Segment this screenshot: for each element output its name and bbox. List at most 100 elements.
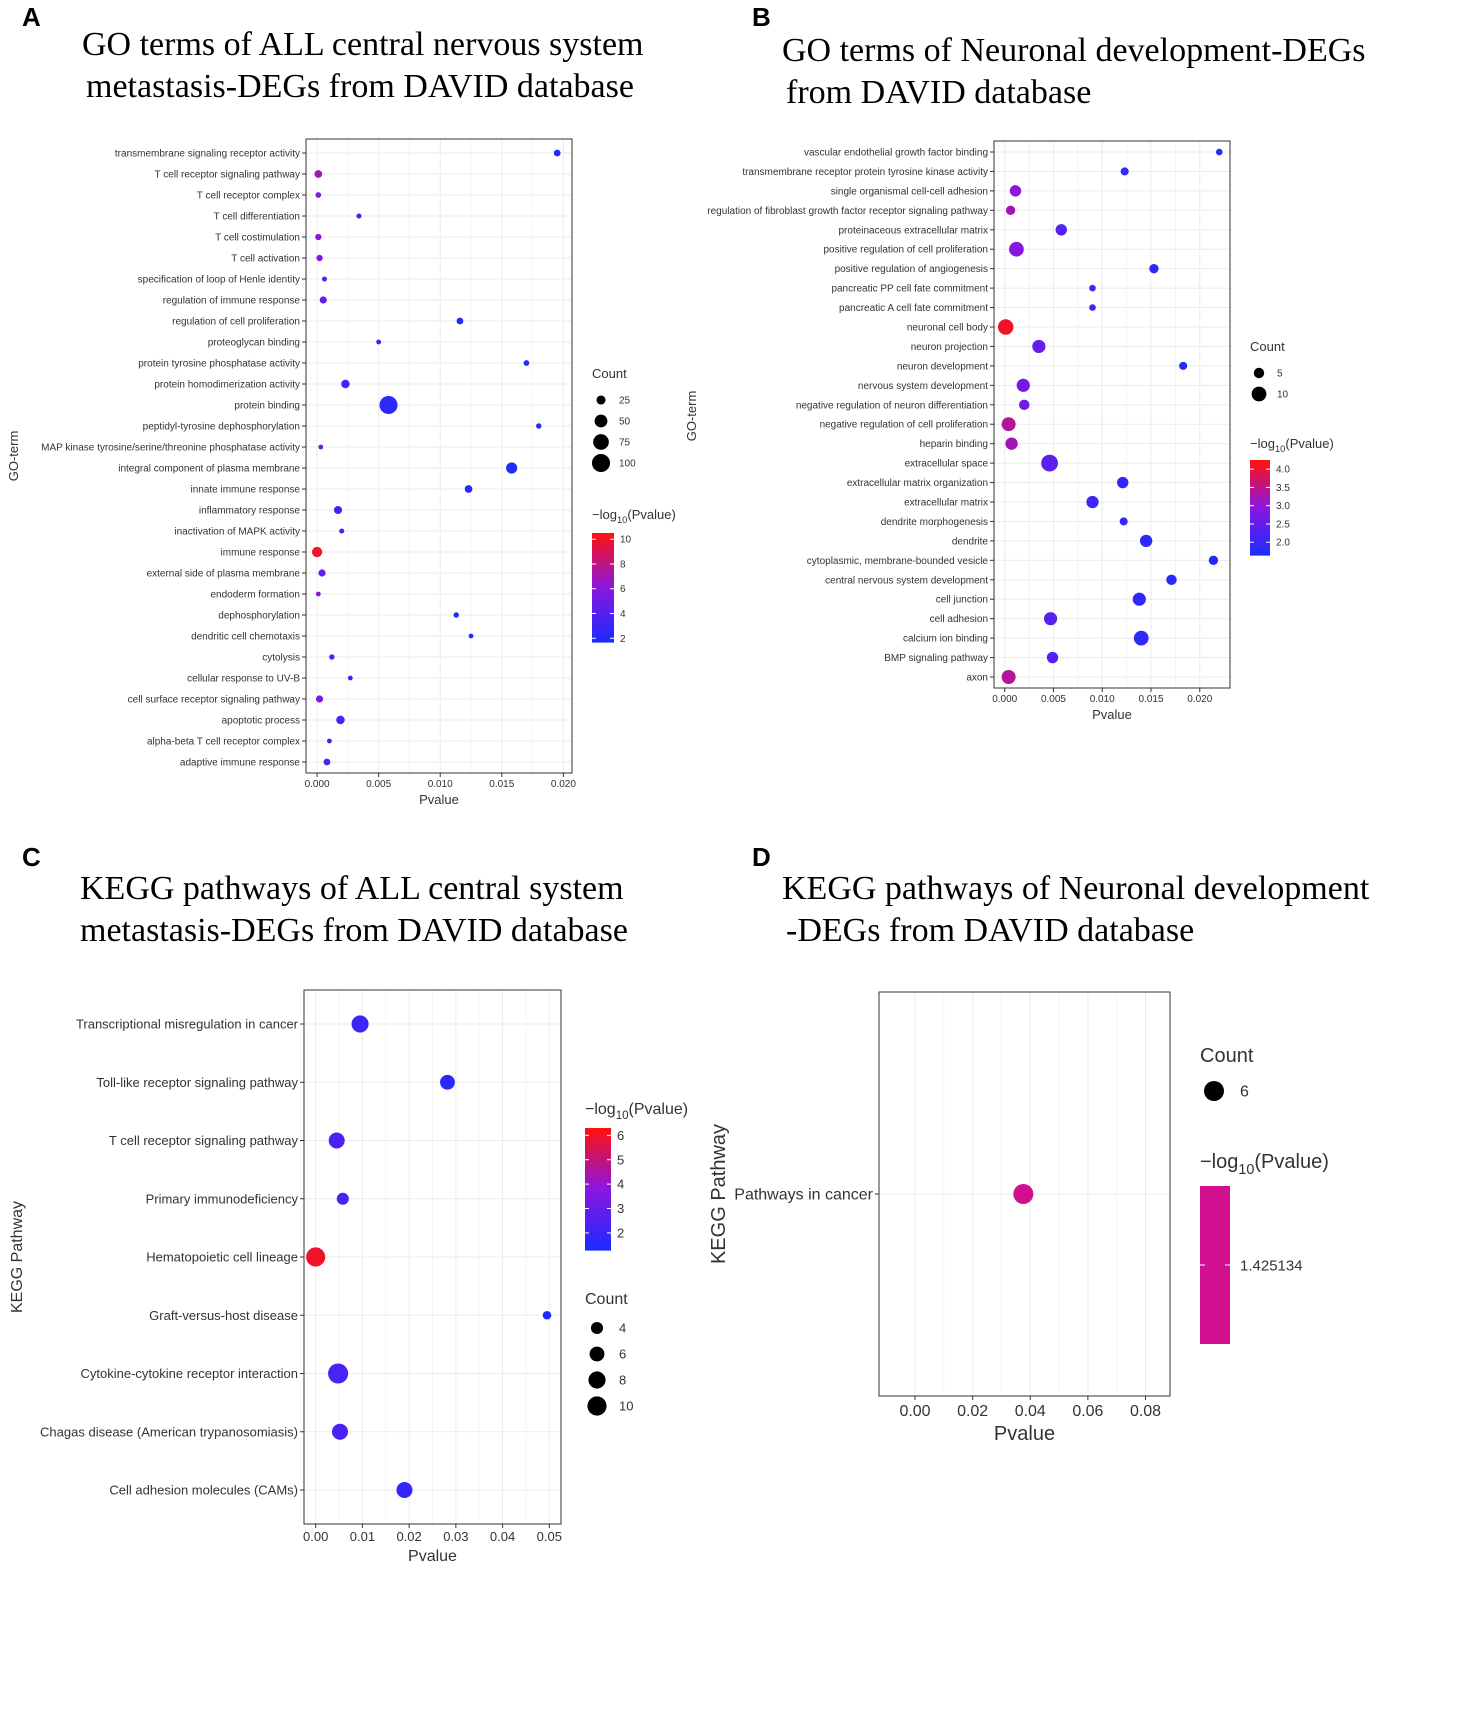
- data-point: [1132, 592, 1146, 606]
- y-axis-title: GO-term: [6, 431, 21, 482]
- count-legend-dot: [594, 414, 608, 428]
- color-legend-label: 3.5: [1276, 483, 1290, 494]
- data-point: [1001, 670, 1016, 684]
- color-legend-bar-step: [1250, 500, 1270, 504]
- y-tick-label: T cell activation: [231, 254, 300, 265]
- y-tick-label: single organismal cell-cell adhesion: [831, 186, 988, 197]
- data-point: [356, 213, 362, 219]
- data-point: [1016, 378, 1030, 392]
- y-tick-label: inactivation of MAPK activity: [174, 527, 300, 538]
- y-tick-label: cell junction: [936, 595, 988, 606]
- color-legend-bar-step: [1250, 526, 1270, 530]
- y-tick-label: Cell adhesion molecules (CAMs): [109, 1483, 298, 1498]
- y-tick-label: dephosphorylation: [218, 611, 300, 622]
- count-legend-dot: [587, 1396, 607, 1416]
- data-point: [328, 1363, 349, 1384]
- data-point: [440, 1074, 455, 1090]
- data-point: [315, 233, 322, 241]
- y-tick-label: apoptotic process: [222, 716, 300, 727]
- color-legend-label: 2: [617, 1225, 624, 1240]
- y-tick-label: innate immune response: [190, 485, 300, 496]
- data-point: [1120, 167, 1129, 176]
- color-legend-title: −log10(Pvalue): [1250, 436, 1334, 454]
- color-legend-bar-step: [585, 1161, 611, 1166]
- y-tick-label: endoderm formation: [211, 590, 301, 601]
- y-tick-label: calcium ion binding: [903, 634, 988, 645]
- color-legend-bar-step: [585, 1210, 611, 1214]
- data-point: [464, 485, 473, 493]
- y-tick-label: positive regulation of angiogenesis: [835, 264, 988, 275]
- count-legend-label: 100: [619, 459, 636, 470]
- color-legend-bar-step: [585, 1201, 611, 1205]
- color-legend-bar-step: [592, 562, 614, 567]
- y-tick-label: protein homodimerization activity: [154, 380, 300, 391]
- data-point: [396, 1481, 413, 1499]
- color-legend-bar-step: [592, 614, 614, 619]
- color-legend-label: 4: [620, 609, 626, 620]
- color-legend-bar-step: [592, 606, 614, 610]
- color-legend-bar-step: [585, 1170, 611, 1175]
- count-legend-label: 50: [619, 417, 631, 428]
- color-legend-bar-step: [592, 609, 614, 613]
- color-legend-bar-step: [585, 1179, 611, 1184]
- color-legend-bar-step: [1250, 493, 1270, 497]
- color-legend-bar-step: [1250, 507, 1270, 511]
- data-point: [523, 360, 530, 366]
- x-tick-label: 0.015: [1138, 694, 1163, 705]
- color-legend-bar-step: [585, 1231, 611, 1236]
- color-legend-bar-step: [1250, 550, 1270, 554]
- y-tick-label: MAP kinase tyrosine/serine/threonine pho…: [41, 443, 300, 454]
- panel-d-label: D: [752, 842, 771, 872]
- color-legend-bar-step: [592, 538, 614, 542]
- color-legend-bar-step: [585, 1234, 611, 1239]
- color-legend-bar-step: [1250, 474, 1270, 478]
- color-legend-bar-step: [592, 543, 614, 548]
- y-tick-label: Transcriptional misregulation in cancer: [76, 1017, 299, 1032]
- color-legend-bar-step: [585, 1198, 611, 1202]
- color-legend-bar-step: [592, 592, 614, 597]
- color-legend-bar-step: [592, 633, 614, 638]
- panel-a-title-line2: metastasis-DEGs from DAVID database: [86, 68, 634, 105]
- data-point: [1013, 1184, 1034, 1204]
- count-legend-label: 10: [619, 1399, 633, 1414]
- y-tick-label: cell adhesion: [930, 614, 988, 625]
- data-point: [379, 395, 398, 415]
- color-legend-title: −log10(Pvalue): [585, 1101, 688, 1122]
- x-tick-label: 0.020: [1187, 694, 1212, 705]
- data-point: [316, 254, 323, 262]
- x-axis-title: Pvalue: [1092, 707, 1132, 722]
- color-legend-bar-step: [592, 533, 614, 537]
- panel-c-title: KEGG pathways of ALL central system meta…: [80, 868, 628, 952]
- count-legend-label: 6: [619, 1347, 626, 1362]
- y-tick-label: vascular endothelial growth factor bindi…: [804, 148, 988, 159]
- y-tick-label: Graft-versus-host disease: [149, 1308, 298, 1323]
- x-tick-label: 0.02: [396, 1529, 421, 1544]
- y-tick-label: neuronal cell body: [907, 323, 988, 334]
- color-legend-bar-step: [585, 1243, 611, 1248]
- x-axis-title: Pvalue: [408, 1548, 457, 1565]
- color-legend-bar-step: [585, 1143, 611, 1147]
- y-tick-label: proteoglycan binding: [208, 338, 300, 349]
- data-point: [1032, 339, 1046, 354]
- x-tick-label: 0.000: [992, 694, 1017, 705]
- y-tick-label: heparin binding: [920, 439, 988, 450]
- color-legend-bar-step: [1250, 481, 1270, 485]
- color-legend-title: −log10(Pvalue): [592, 507, 676, 525]
- color-legend-bar-step: [1250, 479, 1270, 482]
- x-tick-label: 0.05: [537, 1529, 562, 1544]
- color-legend-bar-step: [1250, 517, 1270, 520]
- color-legend-bar-step: [592, 579, 614, 583]
- data-point: [1133, 630, 1149, 646]
- y-tick-label: BMP signaling pathway: [884, 653, 988, 664]
- color-legend-bar-step: [592, 552, 614, 556]
- color-legend-bar-step: [1250, 488, 1270, 492]
- data-point: [327, 738, 332, 744]
- data-point: [1005, 437, 1018, 450]
- x-tick-label: 0.04: [1015, 1403, 1046, 1420]
- color-legend-bar-step: [585, 1219, 611, 1224]
- y-tick-label: nervous system development: [858, 381, 988, 392]
- x-tick-label: 0.00: [899, 1403, 930, 1420]
- data-point: [323, 758, 331, 766]
- count-legend-label: 10: [1277, 390, 1289, 401]
